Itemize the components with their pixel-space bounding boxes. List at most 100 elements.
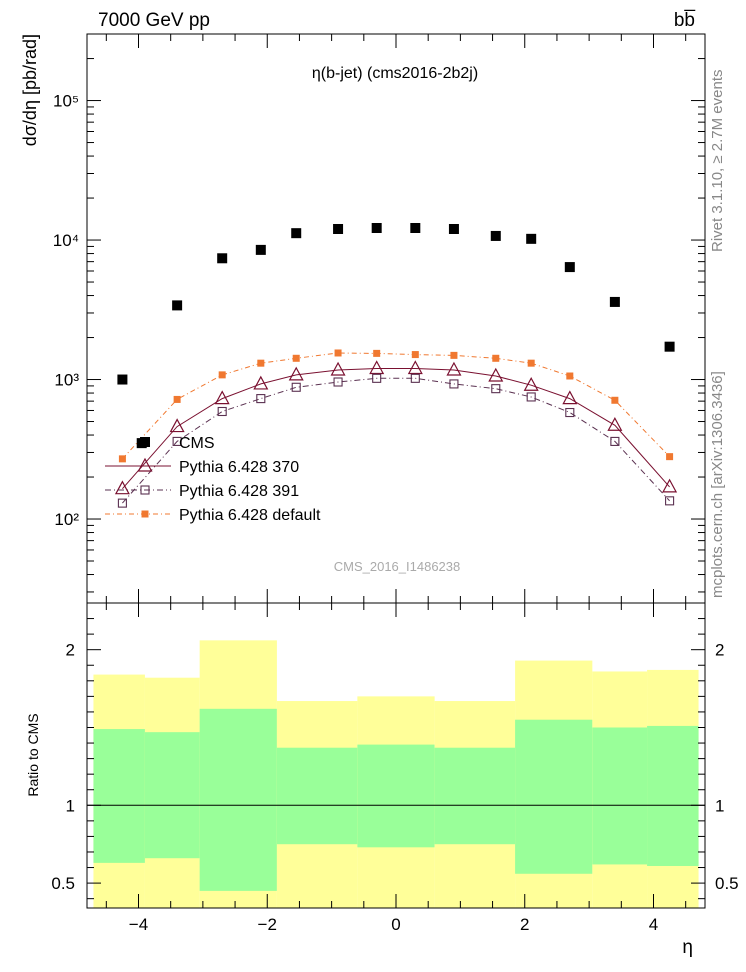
series-line-1 [122, 368, 670, 490]
legend-label-2: Pythia 6.428 391 [179, 483, 299, 500]
energy-label: 7000 GeV pp [98, 10, 210, 31]
legend-marker-2 [140, 485, 150, 495]
main-y-tick-label: 10⁵ [53, 92, 79, 111]
series-3-point [373, 349, 381, 357]
series-0-point [172, 300, 183, 311]
series-2-point [372, 373, 382, 383]
series-0-point [217, 253, 228, 264]
legend-marker-3 [141, 510, 149, 518]
series-0-point [410, 222, 421, 233]
main-panel: 10² 10³ 10⁴ 10⁵ CMS Pythia 6.428 370 Pythia 6.… [53, 33, 706, 604]
series-0-point [371, 222, 382, 233]
ratio-band-inner-2 [199, 708, 277, 891]
legend-label-3: Pythia 6.428 default [179, 507, 321, 524]
x-tick-label: −4 [129, 915, 148, 934]
x-tick-label: 4 [649, 915, 658, 934]
process-label: bb̅ [674, 10, 696, 31]
ratio-panel: −4 −2 0 2 4 0.5 0.5 1 1 2 2 [51, 602, 739, 934]
series-1-point [446, 361, 462, 376]
legend-label-1: Pythia 6.428 370 [179, 459, 299, 476]
ratio-y-tick-label-right: 0.5 [715, 874, 739, 893]
series-1-point [253, 375, 269, 390]
series-1-point [488, 367, 504, 382]
ratio-y-axis-label: Ratio to CMS [25, 713, 41, 796]
series-0-point [526, 233, 537, 244]
mcplots-label: mcplots.cern.ch [arXiv:1306.3436] [709, 371, 726, 598]
series-0-point [609, 296, 620, 307]
chart-title: η(b-jet) (cms2016-2b2j) [312, 65, 478, 82]
series-3-point [492, 354, 500, 362]
series-3-point [173, 395, 181, 403]
series-3-point [118, 455, 126, 463]
series-3-point [527, 359, 535, 367]
series-1-point [169, 418, 185, 433]
series-2-point [410, 373, 420, 383]
series-3-point [450, 351, 458, 359]
ratio-band-inner-1 [144, 732, 200, 859]
series-3-point [334, 349, 342, 357]
series-2-point [565, 407, 575, 418]
main-y-tick-label: 10² [54, 510, 79, 529]
rivet-label: Rivet 3.1.10, ≥ 2.7M events [709, 70, 726, 253]
series-1-point [288, 366, 304, 381]
series-3-point [257, 359, 265, 367]
series-1-point [523, 376, 539, 391]
series-3-point [411, 351, 419, 359]
ratio-y-tick-label: 2 [66, 641, 75, 660]
legend-label-0: CMS [179, 435, 215, 452]
series-0-point [291, 228, 302, 239]
series-2-point [172, 436, 182, 446]
series-0-point [117, 374, 128, 385]
series-2-point [449, 379, 459, 389]
series-line-2 [122, 377, 670, 504]
x-tick-label: 2 [520, 915, 529, 934]
series-3-point [566, 372, 574, 380]
x-axis-label: η [682, 937, 693, 958]
series-1-point [607, 417, 623, 431]
ratio-y-tick-label: 1 [66, 796, 75, 815]
series-3-point [292, 354, 300, 362]
series-2-point [491, 384, 501, 394]
series-2-point [333, 377, 343, 387]
series-3-point [218, 371, 226, 379]
series-0-point [255, 244, 266, 255]
ratio-band-inner-3 [276, 747, 358, 845]
series-line-3 [122, 352, 670, 460]
series-1-point [330, 361, 346, 376]
series-3-point [666, 453, 674, 461]
series-1-point [369, 360, 385, 375]
legend-marker-1 [137, 457, 153, 472]
series-3-point [611, 396, 619, 404]
series-0-point [564, 262, 575, 273]
series-2-point [665, 496, 675, 506]
main-y-tick-label: 10³ [54, 371, 79, 390]
series-2-point [610, 436, 620, 446]
series-0-point [448, 223, 459, 234]
series-1-point [114, 480, 130, 495]
ratio-band-inner-0 [93, 729, 145, 863]
series-0-point [664, 341, 675, 352]
series-2-point [256, 394, 266, 404]
series-0-point [333, 223, 344, 234]
ratio-band-inner-4 [357, 744, 435, 848]
series-1-point [214, 390, 230, 405]
series-1-point [662, 478, 678, 493]
series-1-point [407, 360, 423, 375]
x-tick-label: −2 [258, 915, 277, 934]
series-1-point [562, 390, 578, 405]
analysis-watermark: CMS_2016_I1486238 [334, 559, 461, 574]
x-tick-label: 0 [391, 915, 400, 934]
ratio-band-inner-5 [434, 747, 516, 845]
main-y-axis-label: dσ/dη [pb/rad] [20, 34, 40, 146]
series-2-point [117, 498, 127, 508]
main-y-tick-label: 10⁴ [53, 231, 79, 250]
legend-marker-0 [140, 437, 150, 447]
series-2-point [526, 392, 536, 402]
ratio-y-tick-label: 0.5 [51, 874, 75, 893]
series-0-point [490, 230, 501, 241]
ratio-band-inner-8 [647, 725, 699, 866]
series-2-point [217, 406, 227, 417]
ratio-y-tick-label-right: 2 [715, 641, 724, 660]
ratio-band-inner-6 [515, 719, 593, 874]
